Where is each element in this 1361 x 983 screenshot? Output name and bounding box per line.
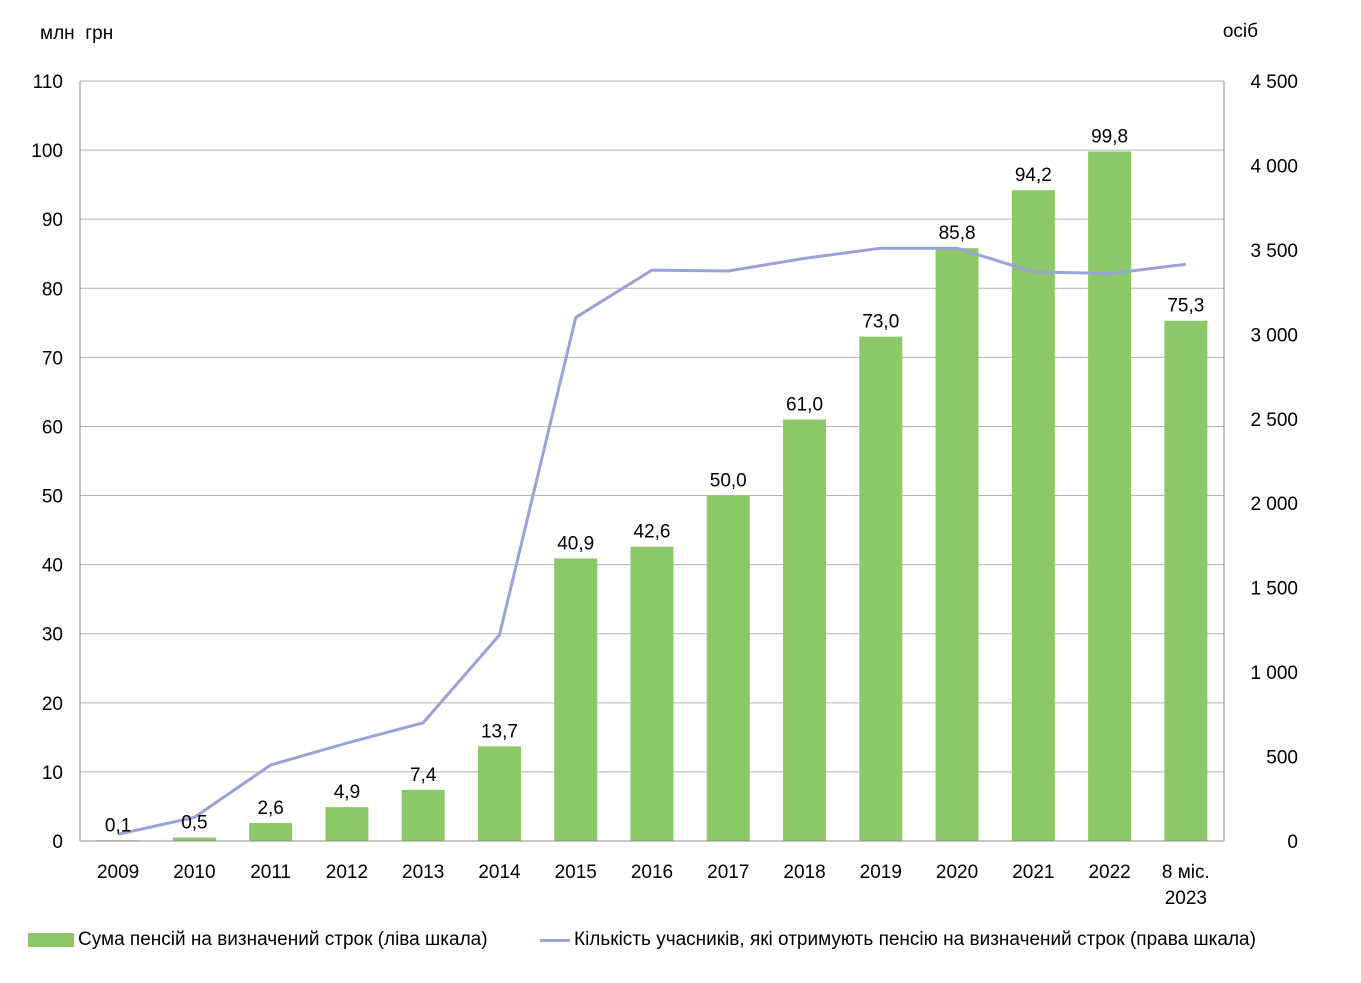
bar-data-label: 42,6 [634, 522, 671, 543]
x-axis-tick-label: 2009 [97, 862, 139, 883]
right-axis-tick-label: 4 500 [1250, 72, 1298, 93]
left-axis-tick-label: 0 [52, 832, 63, 853]
right-axis-tick-label: 500 [1266, 748, 1298, 769]
right-axis-tick-label: 4 000 [1250, 156, 1298, 177]
bar [325, 807, 369, 841]
x-axis-tick-label: 2013 [402, 862, 444, 883]
legend-item-bars: Сума пенсій на визначений строк (ліва шк… [28, 927, 488, 953]
right-axis-tick-label: 3 000 [1250, 325, 1298, 346]
bar [249, 823, 293, 841]
bar [706, 495, 750, 841]
bar-data-label: 61,0 [786, 395, 823, 416]
combo-chart: млн грн осіб 0 10 20 30 40 50 60 70 80 90 100 110 0 5… [31, 21, 1298, 909]
bar-data-label: 50,0 [710, 471, 747, 492]
bar-data-label: 85,8 [939, 223, 976, 244]
x-axis-tick-label: 2023 [1165, 888, 1207, 909]
bar-data-label: 73,0 [862, 312, 899, 333]
legend-line-swatch [540, 938, 570, 942]
left-axis-tick-label: 10 [42, 763, 63, 784]
bar-data-label: 13,7 [481, 721, 518, 742]
x-axis-tick-label: 2012 [326, 862, 368, 883]
line-series [117, 246, 1187, 836]
x-axis-tick-label: 2016 [631, 862, 673, 883]
gridlines [80, 80, 1224, 773]
bar-data-label: 94,2 [1015, 165, 1052, 186]
bar-data-label: 7,4 [410, 765, 437, 786]
bar [859, 336, 903, 841]
x-axis-tick-label: 2019 [860, 862, 902, 883]
bar [630, 546, 674, 841]
left-axis-tick-label: 100 [31, 141, 63, 162]
right-axis-tick-label: 2 000 [1250, 494, 1298, 515]
bar [1164, 320, 1208, 841]
bar-data-label: 0,1 [105, 815, 131, 836]
bar [554, 558, 598, 841]
left-axis-tick-label: 40 [42, 556, 63, 577]
bar-series [96, 151, 1208, 842]
right-axis-tick-label: 2 500 [1250, 410, 1298, 431]
x-axis-tick-label: 2018 [783, 862, 825, 883]
x-axis-tick-label: 2021 [1012, 862, 1054, 883]
bar [172, 837, 216, 841]
x-axis-tick-label: 2017 [707, 862, 749, 883]
left-axis-tick-label: 110 [33, 72, 63, 93]
right-axis-tick-label: 1 000 [1250, 663, 1298, 684]
bar [477, 746, 521, 841]
line-series-path [117, 246, 1187, 836]
right-axis-tick-label: 1 500 [1250, 579, 1298, 600]
legend-item-line: Кількість учасників, які отримують пенсі… [540, 927, 1256, 953]
left-axis-tick-label: 50 [42, 487, 63, 508]
bar [1088, 151, 1132, 842]
left-axis-unit: млн грн [40, 23, 113, 44]
bar-data-label: 4,9 [334, 782, 360, 803]
legend-line-label: Кількість учасників, які отримують пенсі… [574, 929, 1256, 950]
bar [783, 419, 827, 841]
bar-data-label: 99,8 [1091, 126, 1128, 147]
x-axis-tick-label: 2014 [478, 862, 521, 883]
bar-data-label: 40,9 [557, 533, 594, 554]
bar-data-label: 75,3 [1167, 296, 1204, 317]
bar [401, 789, 445, 841]
bar-data-label: 2,6 [257, 798, 283, 819]
data-labels: 0,1 0,5 2,6 4,9 7,4 13,7 40,9 42,6 50,0 61,0 73,0 8… [105, 126, 1204, 836]
axes: 0 10 20 30 40 50 60 70 80 90 100 110 0 500 1 000 1 500 2… [31, 72, 1298, 909]
legend-bar-swatch [28, 933, 74, 947]
x-axis-tick-label: 2010 [173, 862, 215, 883]
left-axis-tick-label: 30 [42, 625, 63, 646]
legend: Сума пенсій на визначений строк (ліва шк… [0, 927, 1361, 957]
x-axis-tick-label: 2011 [250, 862, 291, 883]
left-axis-tick-label: 60 [42, 417, 63, 438]
x-axis-tick-label: 8 міс. [1162, 862, 1210, 883]
bar [935, 248, 979, 841]
left-axis-tick-label: 20 [42, 694, 63, 715]
bar [1011, 190, 1055, 841]
left-axis-tick-label: 80 [42, 279, 63, 300]
x-axis-tick-label: 2020 [936, 862, 978, 883]
left-axis-tick-label: 90 [42, 210, 63, 231]
left-axis-tick-label: 70 [42, 348, 63, 369]
right-axis-tick-label: 3 500 [1250, 241, 1298, 262]
legend-bar-label: Сума пенсій на визначений строк (ліва шк… [78, 929, 488, 950]
x-axis-tick-label: 2015 [555, 862, 597, 883]
x-axis-tick-label: 2022 [1088, 862, 1130, 883]
right-axis-tick-label: 0 [1287, 832, 1298, 853]
bar-data-label: 0,5 [181, 813, 207, 834]
right-axis-unit: осіб [1223, 21, 1258, 42]
